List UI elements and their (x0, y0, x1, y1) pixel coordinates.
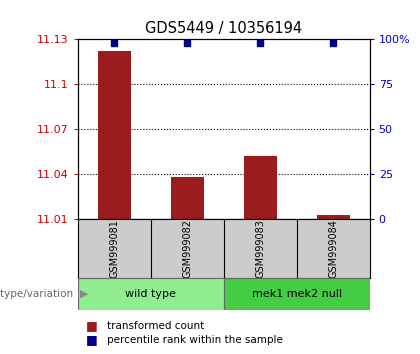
Text: percentile rank within the sample: percentile rank within the sample (107, 335, 283, 345)
Text: GSM999084: GSM999084 (328, 219, 338, 278)
Text: GSM999081: GSM999081 (109, 219, 119, 278)
Bar (78, 278, 224, 310)
Bar (171, 177, 204, 219)
Title: GDS5449 / 10356194: GDS5449 / 10356194 (145, 21, 302, 36)
Bar (244, 156, 276, 219)
Bar (317, 215, 349, 219)
Text: ■: ■ (86, 333, 98, 346)
Text: mek1 mek2 null: mek1 mek2 null (252, 289, 342, 299)
Bar (224, 278, 370, 310)
Text: wild type: wild type (125, 289, 176, 299)
Text: ▶: ▶ (80, 289, 88, 299)
Bar (98, 51, 131, 219)
Text: GSM999082: GSM999082 (182, 219, 192, 278)
Text: GSM999083: GSM999083 (255, 219, 265, 278)
Text: ■: ■ (86, 319, 98, 332)
Text: genotype/variation: genotype/variation (0, 289, 74, 299)
Text: transformed count: transformed count (107, 321, 205, 331)
